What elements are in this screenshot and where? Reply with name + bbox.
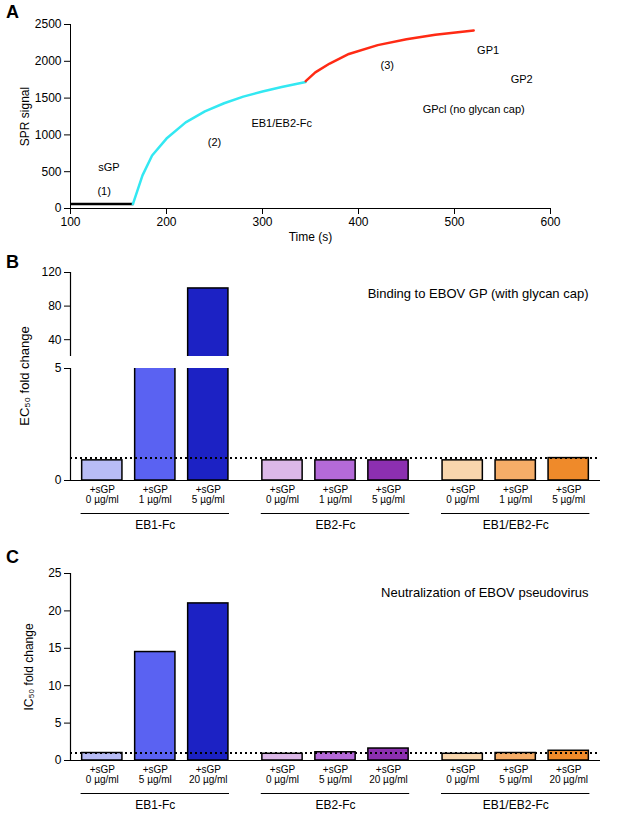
svg-text:10: 10 <box>48 679 62 693</box>
svg-text:500: 500 <box>41 165 61 179</box>
svg-text:80: 80 <box>48 299 62 313</box>
svg-text:+sGP0 µg/ml: +sGP0 µg/ml <box>86 484 119 505</box>
svg-text:+sGP1 µg/ml: +sGP1 µg/ml <box>139 484 172 505</box>
html-text:C: C <box>6 547 19 567</box>
svg-text:2500: 2500 <box>35 17 62 31</box>
svg-text:1000: 1000 <box>35 128 62 142</box>
svg-text:40: 40 <box>48 333 62 347</box>
svg-text:+sGP20 µg/ml: +sGP20 µg/ml <box>369 764 408 785</box>
svg-text:+sGP0 µg/ml: +sGP0 µg/ml <box>266 764 299 785</box>
svg-text:+sGP0 µg/ml: +sGP0 µg/ml <box>266 484 299 505</box>
svg-text:+sGP5 µg/ml: +sGP5 µg/ml <box>319 764 352 785</box>
svg-text:+sGP5 µg/ml: +sGP5 µg/ml <box>139 764 172 785</box>
svg-text:20: 20 <box>48 604 62 618</box>
svg-text:15: 15 <box>48 641 62 655</box>
svg-text:Binding to EBOV GP (with glyca: Binding to EBOV GP (with glycan cap) <box>368 286 589 301</box>
svg-text:EB2-Fc: EB2-Fc <box>315 518 355 532</box>
svg-text:400: 400 <box>348 215 368 229</box>
html-text:EC₅₀ fold change: EC₅₀ fold change <box>16 326 32 426</box>
svg-text:Time (s): Time (s) <box>289 230 333 244</box>
svg-text:EB1/EB2-Fc: EB1/EB2-Fc <box>251 117 312 129</box>
svg-text:EB1-Fc: EB1-Fc <box>135 798 175 812</box>
svg-text:GP1: GP1 <box>477 44 499 56</box>
svg-text:sGP: sGP <box>98 161 119 173</box>
svg-text:0: 0 <box>55 201 62 215</box>
svg-text:25: 25 <box>48 566 62 580</box>
svg-text:EB1/EB2-Fc: EB1/EB2-Fc <box>483 518 549 532</box>
svg-text:+sGP5 µg/ml: +sGP5 µg/ml <box>192 484 225 505</box>
svg-text:0: 0 <box>55 753 62 767</box>
svg-text:(2): (2) <box>208 136 221 148</box>
svg-text:SPR signal: SPR signal <box>18 87 32 146</box>
html-text:B: B <box>6 252 19 272</box>
svg-text:+sGP5 µg/ml: +sGP5 µg/ml <box>499 764 532 785</box>
svg-text:100: 100 <box>60 215 80 229</box>
svg-text:2000: 2000 <box>35 54 62 68</box>
svg-text:EB2-Fc: EB2-Fc <box>315 798 355 812</box>
svg-text:+sGP20 µg/ml: +sGP20 µg/ml <box>549 764 588 785</box>
svg-text:+sGP0 µg/ml: +sGP0 µg/ml <box>446 764 479 785</box>
svg-text:600: 600 <box>540 215 560 229</box>
svg-text:500: 500 <box>444 215 464 229</box>
svg-text:Neutralization of EBOV pseudov: Neutralization of EBOV pseudovirus <box>381 585 589 600</box>
svg-text:+sGP0 µg/ml: +sGP0 µg/ml <box>446 484 479 505</box>
svg-text:+sGP20 µg/ml: +sGP20 µg/ml <box>189 764 228 785</box>
svg-text:+sGP0 µg/ml: +sGP0 µg/ml <box>86 764 119 785</box>
svg-text:(3): (3) <box>381 59 394 71</box>
svg-text:EB1/EB2-Fc: EB1/EB2-Fc <box>483 798 549 812</box>
svg-text:0: 0 <box>55 473 62 487</box>
svg-text:120: 120 <box>41 265 61 279</box>
svg-text:+sGP5 µg/ml: +sGP5 µg/ml <box>372 484 405 505</box>
svg-text:IC₅₀ fold change: IC₅₀ fold change <box>22 623 36 711</box>
svg-text:5: 5 <box>55 361 62 375</box>
html-text:A: A <box>6 2 19 22</box>
svg-text:1500: 1500 <box>35 91 62 105</box>
svg-text:+sGP1 µg/ml: +sGP1 µg/ml <box>499 484 532 505</box>
svg-text:(1): (1) <box>97 185 110 197</box>
svg-text:GP2: GP2 <box>511 73 533 85</box>
svg-text:5: 5 <box>55 716 62 730</box>
svg-text:300: 300 <box>252 215 272 229</box>
svg-text:200: 200 <box>156 215 176 229</box>
svg-text:EB1-Fc: EB1-Fc <box>135 518 175 532</box>
svg-text:+sGP1 µg/ml: +sGP1 µg/ml <box>319 484 352 505</box>
svg-text:+sGP5 µg/ml: +sGP5 µg/ml <box>552 484 585 505</box>
svg-text:GPcl (no glycan cap): GPcl (no glycan cap) <box>423 103 525 115</box>
